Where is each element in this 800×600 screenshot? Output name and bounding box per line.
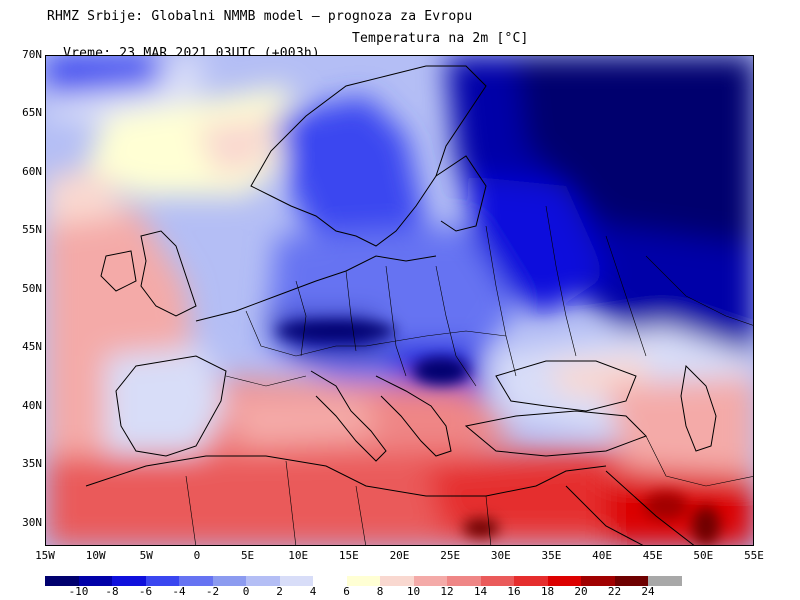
legend-label: 4 <box>309 585 317 598</box>
latitude-label: 45N <box>22 340 42 354</box>
legend-label: 6 <box>343 585 350 598</box>
legend-swatch <box>581 576 615 586</box>
legend-swatch <box>514 576 548 586</box>
legend-label: 0 <box>242 585 250 598</box>
coastlines <box>85 65 717 545</box>
latitude-label: 50N <box>22 281 42 295</box>
latitude-label: 65N <box>22 106 42 120</box>
latitude-label: 30N <box>22 515 42 529</box>
latitude-label: 70N <box>22 48 42 61</box>
longitude-label: 50E <box>693 549 714 562</box>
color-legend <box>45 576 682 586</box>
legend-swatch <box>112 576 146 586</box>
longitude-label: 15E <box>338 549 359 562</box>
longitude-label: 35E <box>541 549 562 562</box>
longitude-label: 40E <box>592 549 612 562</box>
longitude-label: 20E <box>389 549 410 562</box>
legend-swatch <box>380 576 414 586</box>
longitude-label: 0 <box>193 549 201 562</box>
temperature-map <box>45 55 754 546</box>
legend-label: 14 <box>473 585 488 598</box>
legend-swatch <box>447 576 481 586</box>
legend-swatch <box>547 576 582 586</box>
legend-swatch <box>45 576 79 586</box>
legend-swatch <box>648 576 682 586</box>
latitude-label: 35N <box>22 457 42 471</box>
legend-swatch <box>212 576 247 586</box>
longitude-label: 25E <box>440 549 461 562</box>
legend-swatch <box>480 576 515 586</box>
country-borders <box>185 205 753 545</box>
longitude-label: 5E <box>240 549 255 562</box>
longitude-label: 45E <box>642 549 663 562</box>
legend-swatch <box>179 576 213 586</box>
legend-label: 8 <box>376 585 384 598</box>
longitude-label: 15W <box>35 549 55 562</box>
legend-label: -10 <box>68 585 89 598</box>
field-name: Temperatura na 2m [°C] <box>352 31 529 46</box>
longitude-label: 10W <box>85 549 106 562</box>
legend-label: -8 <box>105 585 119 598</box>
legend-swatch <box>346 576 381 586</box>
latitude-label: 40N <box>22 398 42 412</box>
legend-swatch <box>246 576 280 586</box>
legend-swatch <box>145 576 180 586</box>
longitude-label: 10E <box>288 549 309 562</box>
legend-swatch <box>313 576 347 586</box>
legend-label: 20 <box>574 585 588 598</box>
legend-label: -6 <box>138 585 153 598</box>
legend-label: 24 <box>641 585 655 598</box>
legend-label: -2 <box>205 585 220 598</box>
legend-label: 18 <box>540 585 555 598</box>
legend-label: 16 <box>507 585 521 598</box>
latitude-label: 55N <box>22 223 42 237</box>
legend-label: 2 <box>276 585 283 598</box>
legend-label: 22 <box>607 585 622 598</box>
temperature-hotspots <box>276 321 720 545</box>
legend-label: 12 <box>440 585 454 598</box>
longitude-label: 30E <box>490 549 511 562</box>
legend-label: -4 <box>172 585 186 598</box>
longitude-label: 55E <box>744 549 764 562</box>
latitude-label: 60N <box>22 164 42 178</box>
legend-swatch <box>614 576 649 586</box>
legend-swatch <box>279 576 314 586</box>
legend-label: 10 <box>406 585 421 598</box>
longitude-label: 5W <box>139 549 153 562</box>
legend-swatch <box>413 576 448 586</box>
legend-swatch <box>78 576 113 586</box>
map-title: RHMZ Srbije: Globalni NMMB model — progn… <box>47 9 473 24</box>
